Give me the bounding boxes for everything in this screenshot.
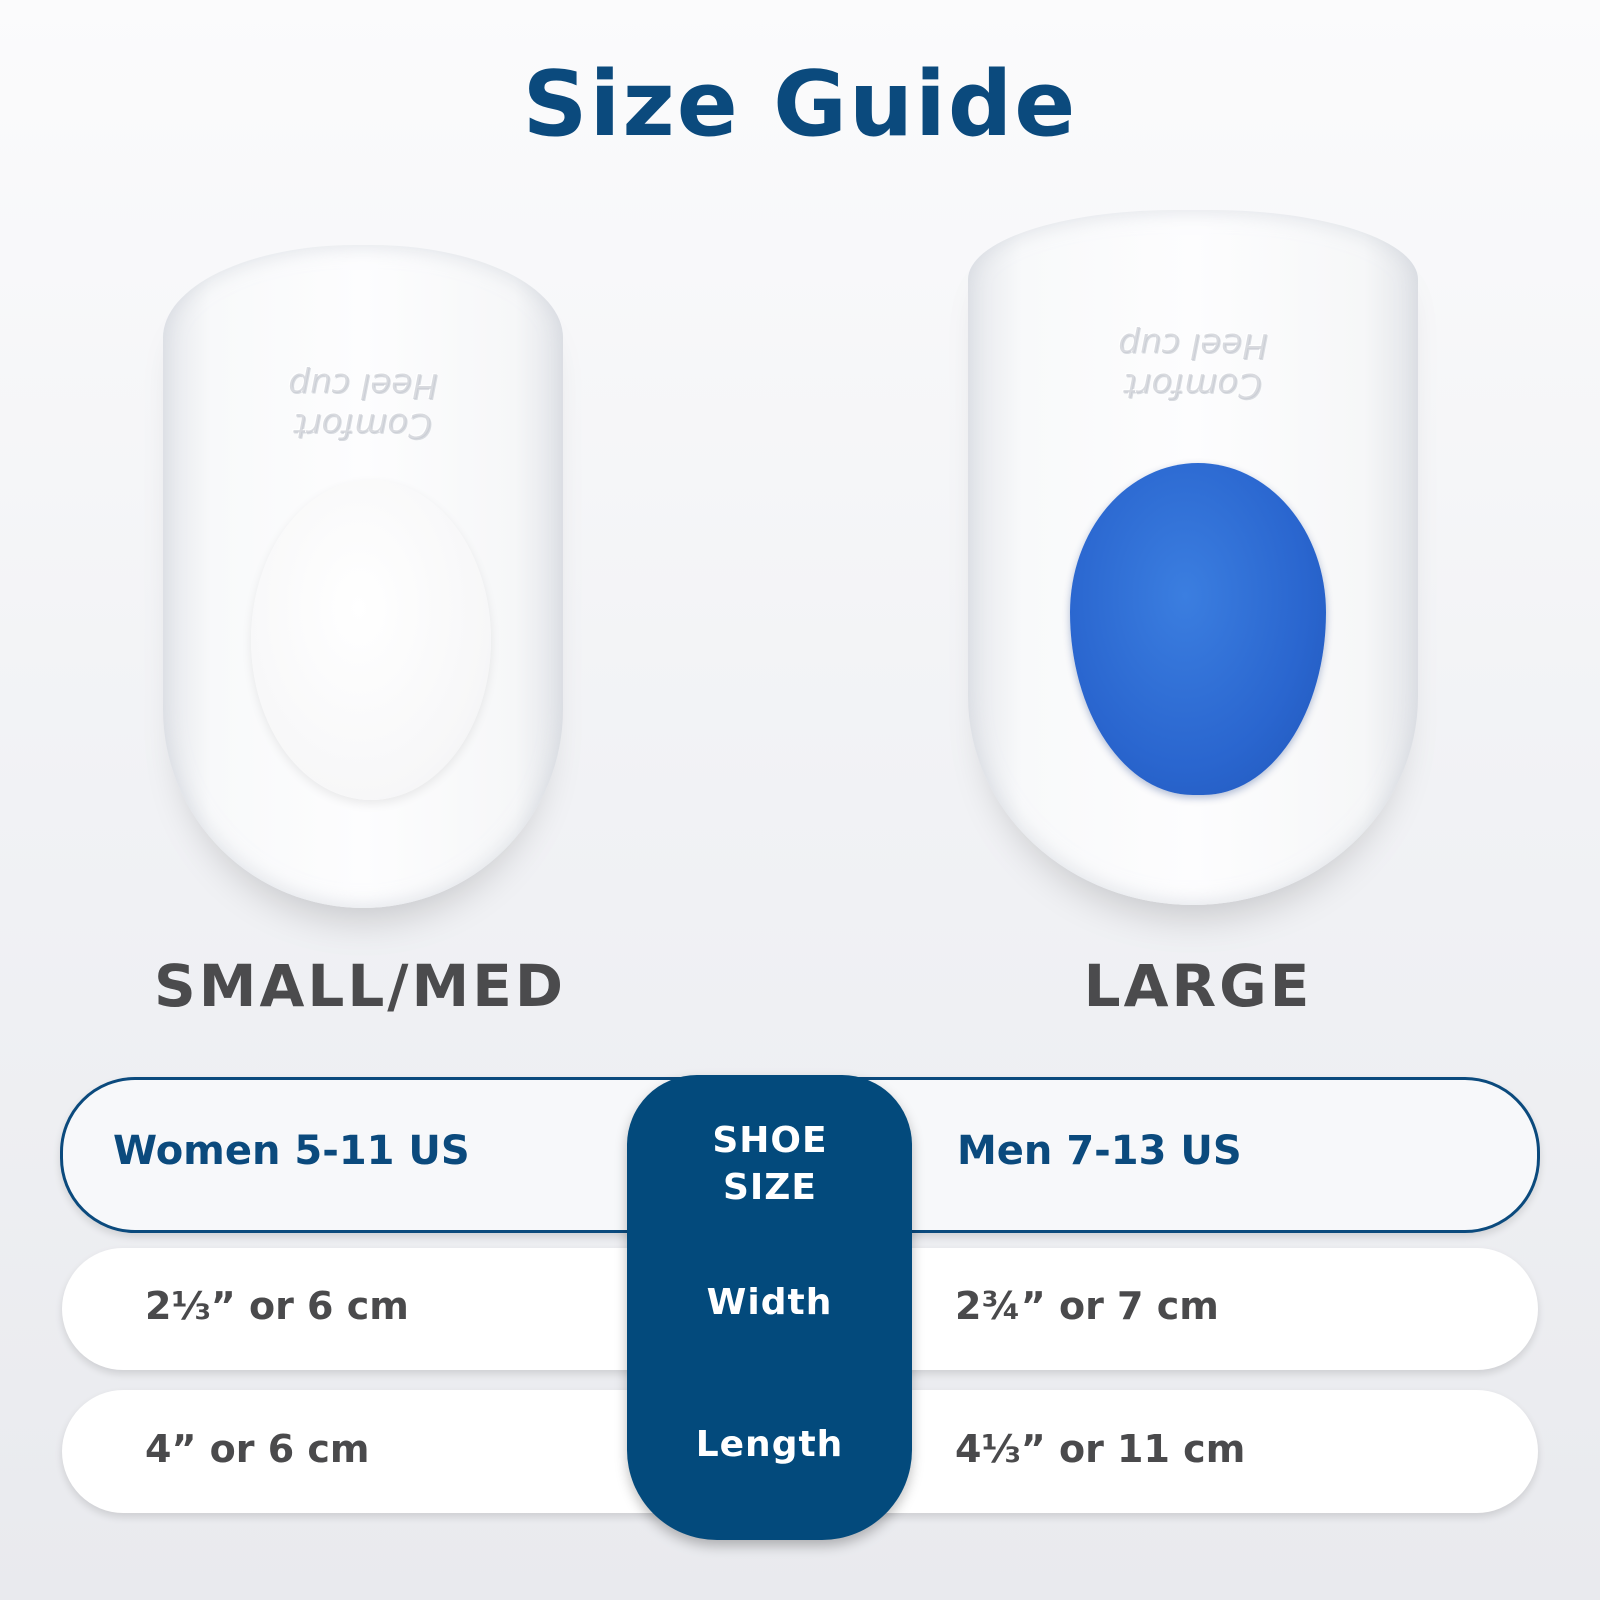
header-column [627,1075,912,1540]
width-small: 2⅓” or 6 cm [145,1284,409,1328]
emboss-text: Comfort Heel cup [288,365,438,445]
heel-pad-clear [251,480,491,800]
heel-pad-blue [1070,463,1326,795]
width-large: 2¾” or 7 cm [955,1284,1219,1328]
emboss-text: Comfort Heel cup [1118,325,1268,405]
header-length: Length [695,1424,844,1465]
heel-cup-small-image: Comfort Heel cup [163,245,563,908]
heel-cup-large-image: Comfort Heel cup [968,210,1418,905]
header-width: Width [706,1282,833,1323]
length-small: 4” or 6 cm [145,1427,370,1471]
shoe-size-men: Men 7-13 US [957,1128,1242,1174]
length-large: 4⅓” or 11 cm [955,1427,1246,1471]
page-title: Size Guide [522,52,1078,157]
size-label-large: LARGE [1083,952,1313,1020]
shoe-size-women: Women 5-11 US [113,1128,470,1174]
header-shoe-size: SHOE SIZE [712,1120,828,1208]
size-label-small-med: SMALL/MED [154,952,566,1020]
